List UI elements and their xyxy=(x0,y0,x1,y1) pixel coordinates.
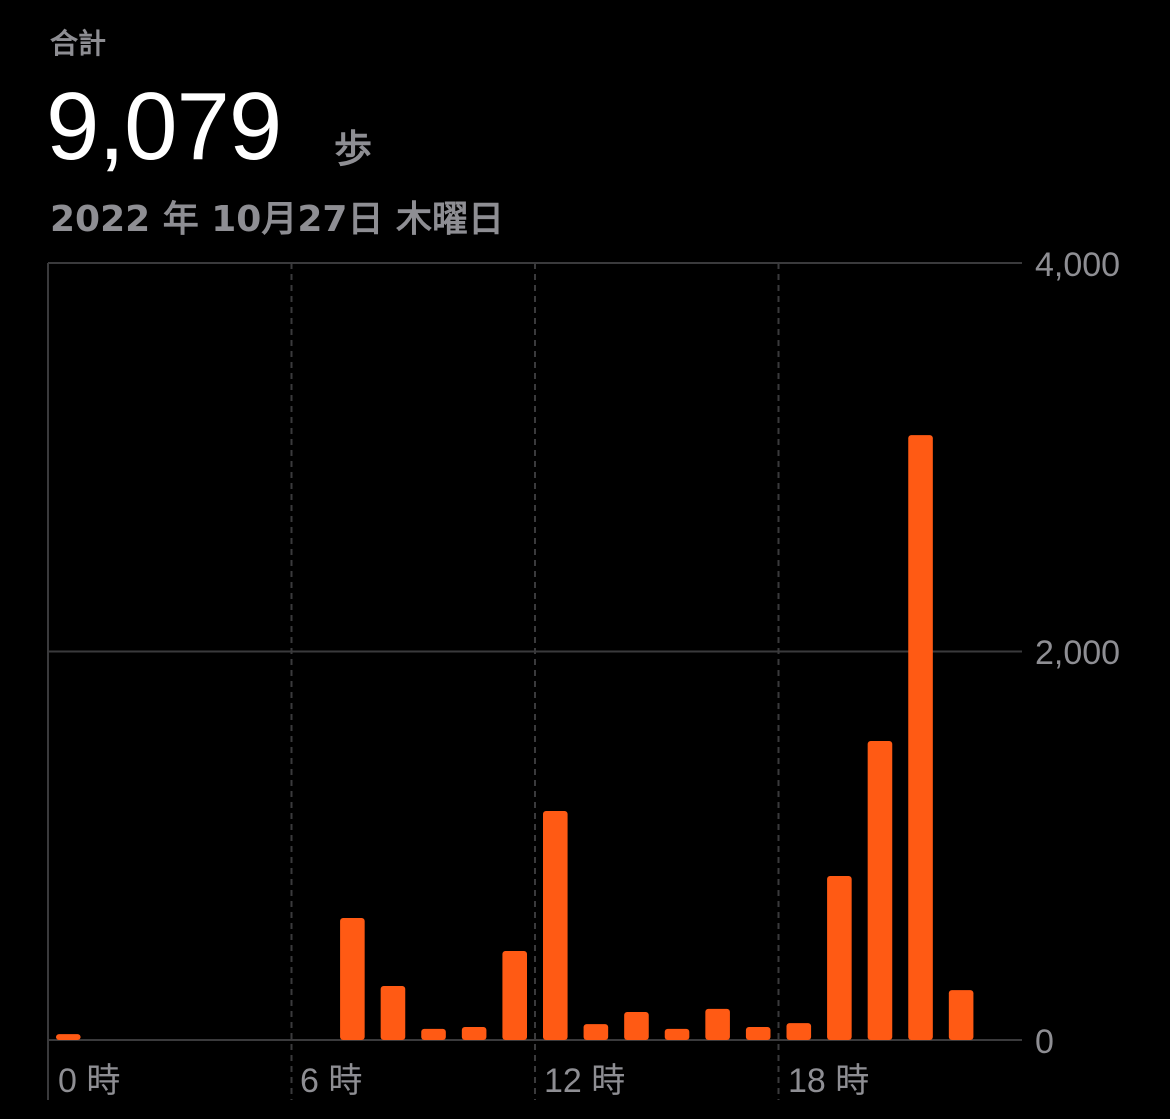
bar-hour-13[interactable] xyxy=(583,1024,609,1040)
bar-hour-15[interactable] xyxy=(664,1028,690,1040)
y-tick-2000: 2,000 xyxy=(1035,634,1120,672)
bar-hour-10[interactable] xyxy=(461,1026,487,1040)
bar-hour-17[interactable] xyxy=(745,1026,771,1040)
bar-hour-22[interactable] xyxy=(948,990,974,1040)
bar-hour-20[interactable] xyxy=(867,741,893,1040)
x-tick-0: 0 時 xyxy=(58,1062,120,1100)
y-tick-4000: 4,000 xyxy=(1035,246,1120,284)
bar-hour-0[interactable] xyxy=(56,1034,81,1040)
x-tick-18: 18 時 xyxy=(788,1062,869,1100)
x-tick-6: 6 時 xyxy=(300,1062,362,1100)
bar-hour-11[interactable] xyxy=(502,951,527,1040)
date-label: 2022 年 10月27日 木曜日 xyxy=(50,199,504,240)
steps-unit: 歩 xyxy=(334,127,373,171)
x-tick-12: 12 時 xyxy=(544,1062,625,1100)
bar-hour-21[interactable] xyxy=(908,435,933,1041)
bar-hour-9[interactable] xyxy=(421,1028,446,1040)
total-steps: 9,079 xyxy=(46,73,282,180)
bar-hour-12[interactable] xyxy=(543,810,568,1040)
summary-label: 合計 xyxy=(50,27,107,60)
y-tick-0: 0 xyxy=(1035,1023,1054,1061)
bar-hour-8[interactable] xyxy=(380,985,406,1040)
bar-hour-14[interactable] xyxy=(624,1012,649,1040)
bar-hour-18[interactable] xyxy=(786,1023,812,1040)
bar-hour-19[interactable] xyxy=(827,876,852,1040)
bar-hour-16[interactable] xyxy=(705,1008,730,1040)
bar-hour-7[interactable] xyxy=(340,918,365,1040)
